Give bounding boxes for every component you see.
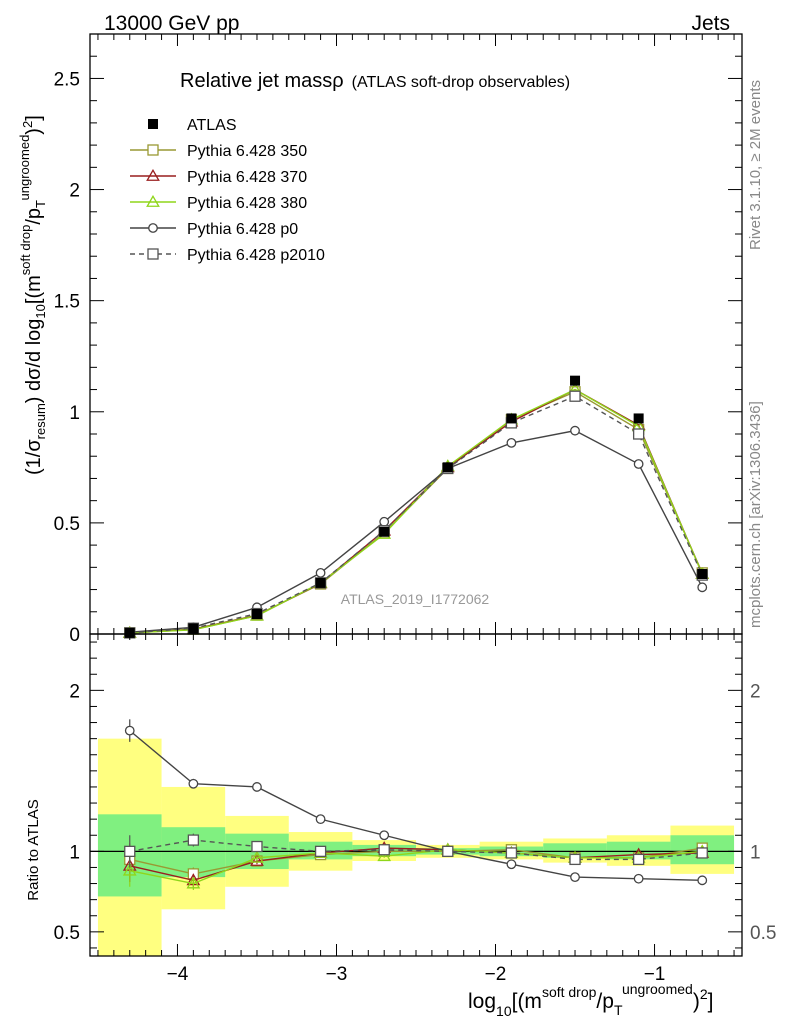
legend-label: ATLAS xyxy=(187,117,237,134)
series-point-ratio xyxy=(252,782,262,792)
legend-label: Pythia 6.428 380 xyxy=(187,195,307,212)
series-point-main xyxy=(379,516,390,527)
series-point-ratio xyxy=(122,863,137,876)
series-point-ratio xyxy=(569,853,581,866)
series-point-ratio xyxy=(124,725,135,736)
x-tick-label: −4 xyxy=(167,964,189,985)
data-point xyxy=(379,526,390,537)
series-point-ratio xyxy=(188,778,199,789)
series-point-main xyxy=(570,425,580,436)
series-point-ratio xyxy=(314,845,327,857)
header-right: Jets xyxy=(691,12,730,35)
chart-title-main: Relative jet massρ xyxy=(180,70,344,92)
legend-label: Pythia 6.428 p0 xyxy=(187,221,298,238)
series-point-ratio xyxy=(632,853,645,866)
legend-marker xyxy=(148,119,158,129)
legend-marker xyxy=(147,248,159,260)
ratio-y-tick-label-right: 1 xyxy=(750,842,761,863)
series-point-main xyxy=(569,390,581,402)
x-tick-label: −3 xyxy=(326,964,348,985)
series-line-main xyxy=(129,395,703,634)
legend-entry: Pythia 6.428 p0 xyxy=(130,221,298,238)
analysis-tag: ATLAS_2019_I1772062 xyxy=(341,591,490,607)
ratio-y-axis-label: Ratio to ATLAS xyxy=(25,799,42,900)
x-tick-label: −1 xyxy=(644,964,666,985)
axis-ticks: −4 −3 −2 −1 0 0.5 1 1.5 2 2.5 0.5 0.5 1 1 2 2 xyxy=(54,33,776,985)
x-axis-label: log10[(msoft drop/pTungroomed)2] xyxy=(468,981,713,1019)
legend: ATLAS Pythia 6.428 350 Pythia 6.428 370 Pyt… xyxy=(130,117,325,264)
uncertainty-bands xyxy=(90,738,742,956)
ratio-y-tick-label-right: 0.5 xyxy=(750,923,776,944)
data-point xyxy=(570,375,581,386)
legend-label: Pythia 6.428 p2010 xyxy=(187,247,325,264)
data-point xyxy=(633,413,644,424)
y-tick-label: 1.5 xyxy=(54,292,80,313)
side-label-top: Rivet 3.1.10, ≥ 2M events xyxy=(747,80,764,250)
legend-marker xyxy=(146,194,160,207)
series-point-ratio xyxy=(505,847,518,859)
data-point xyxy=(506,413,517,424)
legend-label: Pythia 6.428 350 xyxy=(187,143,307,160)
band-inner xyxy=(543,843,607,858)
series-line-ratio xyxy=(129,849,703,885)
data-point xyxy=(251,609,262,619)
data-point xyxy=(697,569,708,579)
series-point-ratio xyxy=(315,814,326,825)
series-point-main xyxy=(697,582,708,593)
legend-entry: Pythia 6.428 370 xyxy=(130,168,307,186)
series-point-ratio xyxy=(187,834,200,846)
series-point-ratio xyxy=(570,872,580,883)
chart-title: Relative jet massρ (ATLAS soft-drop obser… xyxy=(180,70,570,92)
series-point-ratio xyxy=(442,845,454,857)
legend-entry: Pythia 6.428 350 xyxy=(130,143,307,160)
series-point-ratio xyxy=(250,850,264,863)
legend-marker xyxy=(146,168,160,181)
series-point-ratio xyxy=(379,830,390,841)
series-point-main xyxy=(315,567,326,578)
y-tick-label: 2 xyxy=(69,181,80,202)
series-line-main xyxy=(129,429,703,633)
series-point-main xyxy=(632,428,645,440)
series-point-main xyxy=(506,437,517,448)
legend-entry: ATLAS xyxy=(148,117,237,134)
series-point-ratio xyxy=(250,853,264,866)
chart-title-sub: (ATLAS soft-drop observables) xyxy=(352,74,570,91)
y-tick-label: 1 xyxy=(69,403,80,424)
y-axis-label: (1/σresum) dσ/d log10[(msoft drop/pTungr… xyxy=(17,115,48,475)
series-point-ratio xyxy=(506,859,517,870)
side-label-bottom: mcplots.cern.ch [arXiv:1306.3436] xyxy=(747,401,764,628)
legend-entry: Pythia 6.428 p2010 xyxy=(130,247,325,264)
series-point-ratio xyxy=(186,876,201,889)
y-tick-label: 0.5 xyxy=(54,514,80,535)
y-tick-label: 0 xyxy=(69,625,80,646)
ratio-y-tick-label-right: 2 xyxy=(750,681,761,702)
series-line-ratio xyxy=(129,839,703,861)
series-point-ratio xyxy=(377,849,392,862)
legend-marker xyxy=(147,144,159,156)
legend-marker xyxy=(148,223,158,233)
header-left: 13000 GeV pp xyxy=(104,12,239,35)
ratio-y-tick-label: 2 xyxy=(69,681,80,702)
data-point xyxy=(315,577,326,588)
series-point-ratio xyxy=(124,845,136,857)
x-tick-label: −2 xyxy=(485,964,507,985)
series-point-ratio xyxy=(378,844,390,856)
series-point-ratio xyxy=(697,875,708,886)
series-point-ratio xyxy=(251,840,263,853)
series-point-ratio xyxy=(633,873,644,884)
legend-label: Pythia 6.428 370 xyxy=(187,169,307,186)
series-layer xyxy=(122,375,710,890)
ratio-y-tick-label: 1 xyxy=(69,842,80,863)
ratio-y-tick-label: 0.5 xyxy=(54,923,80,944)
legend-entry: Pythia 6.428 380 xyxy=(130,194,307,212)
series-point-ratio xyxy=(696,847,708,859)
data-point xyxy=(442,462,453,473)
y-tick-label: 2.5 xyxy=(54,69,80,90)
series-point-main xyxy=(633,459,644,469)
series-line-ratio xyxy=(129,730,703,882)
